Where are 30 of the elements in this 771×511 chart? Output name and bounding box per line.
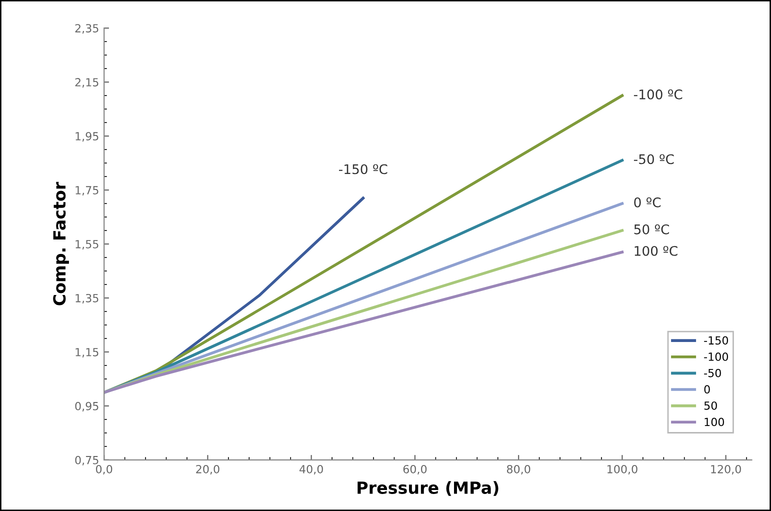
x-tick-label: 60,0 [403, 464, 427, 474]
x-tick-label: 0,0 [96, 464, 112, 474]
x-tick-label: 40,0 [300, 464, 323, 474]
x-tick-label: 100,0 [608, 464, 638, 474]
annotation: -100 ºC [634, 89, 682, 100]
y-tick-label: 0,95 [75, 402, 98, 412]
y-tick-label: 1,15 [76, 348, 98, 358]
y-tick-label: 1,75 [76, 186, 98, 196]
annotation: -150 ºC [339, 164, 388, 174]
y-tick-label: 2,35 [75, 24, 98, 34]
y-tick-label: 1,55 [76, 240, 98, 250]
y-tick-label: 1,95 [76, 132, 98, 142]
x-tick-label: 80,0 [506, 464, 530, 474]
y-tick-label: 1,35 [76, 294, 98, 304]
legend-label: -50 [704, 368, 721, 378]
legend-label: 0 [704, 385, 710, 394]
annotation: 100 ºC [634, 246, 678, 256]
x-axis-title: Pressure (MPa) [358, 481, 498, 496]
annotation: 0 ºC [634, 197, 661, 208]
annotation: -50 ºC [634, 154, 674, 164]
legend-label: 100 [704, 418, 724, 426]
y-axis-title: Comp. Factor [53, 182, 69, 306]
y-tick-label: 0,75 [75, 456, 98, 466]
legend-label: 50 [704, 401, 717, 410]
legend-label: -100 [704, 352, 728, 361]
annotation: 50 ºC [634, 224, 670, 234]
y-tick-label: 2,15 [75, 78, 98, 88]
x-tick-label: 20,0 [196, 464, 220, 474]
legend-label: -150 [704, 336, 728, 345]
x-tick-label: 120,0 [711, 464, 741, 474]
